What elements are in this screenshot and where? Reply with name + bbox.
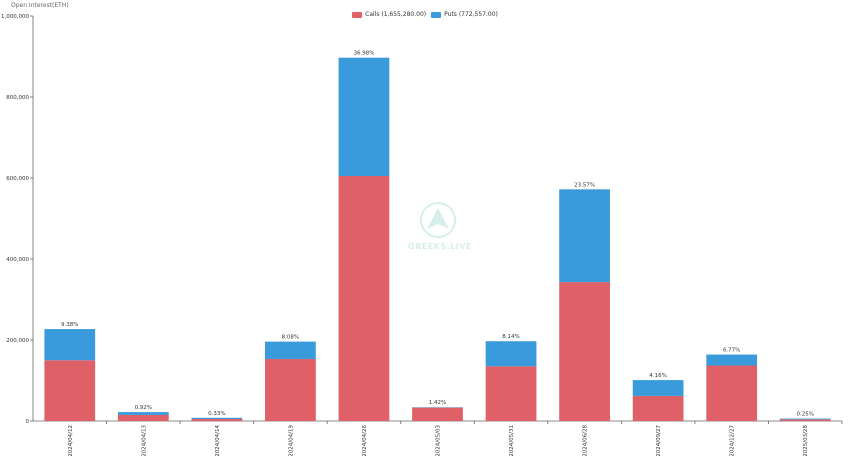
chart-title: Open Interest(ETH) — [11, 2, 69, 9]
x-tick-label: 2024/06/28 — [583, 425, 589, 456]
x-tick-label: 2024/12/27 — [730, 425, 736, 456]
legend-swatch-calls — [352, 11, 363, 18]
y-tick-label: 600,000 — [6, 176, 29, 182]
bar-calls — [485, 366, 537, 421]
bar-puts — [632, 380, 684, 396]
bar-puts — [779, 418, 831, 420]
watermark-logo-icon — [420, 202, 456, 238]
x-tick-label: 2024/04/12 — [68, 425, 74, 456]
bar-puts — [117, 412, 169, 415]
bar-puts — [559, 189, 610, 283]
legend-item-calls[interactable]: Calls (1,655,280.00) — [352, 11, 426, 18]
x-tick-label: 2024/09/27 — [656, 425, 662, 456]
data-label: 8.08% — [282, 335, 299, 341]
data-label: 8.14% — [502, 334, 519, 340]
x-tick-label: 2024/04/19 — [288, 425, 294, 456]
legend-label-calls: Calls (1,655,280.00) — [365, 11, 427, 18]
bar-calls — [117, 414, 169, 421]
legend-item-puts[interactable]: Puts (772,557.00) — [431, 11, 498, 18]
y-tick-label: 400,000 — [6, 257, 29, 263]
x-tick-label: 2024/05/31 — [509, 425, 515, 456]
bar-calls — [632, 395, 684, 421]
legend-swatch-puts — [431, 11, 442, 18]
bar-calls — [412, 407, 463, 421]
bar-calls — [779, 419, 831, 421]
bar-calls — [191, 418, 243, 421]
data-label: 6.77% — [723, 348, 740, 354]
data-label: 36.98% — [353, 51, 374, 57]
legend: Calls (1,655,280.00) Puts (772,557.00) — [0, 11, 850, 18]
x-tick-label: 2024/04/13 — [141, 425, 147, 456]
bar-calls — [44, 360, 96, 421]
data-label: 4.16% — [649, 373, 666, 379]
bar-puts — [44, 329, 96, 361]
bar-puts — [191, 417, 243, 419]
watermark: GREEKS.LIVE — [408, 200, 472, 251]
y-tick-label: 800,000 — [6, 95, 29, 101]
bar-calls — [265, 359, 316, 421]
data-label: 1.42% — [429, 400, 446, 406]
bar-calls — [706, 365, 758, 421]
y-tick-label: 0 — [26, 419, 30, 425]
bar-calls — [338, 175, 390, 421]
y-tick-label: 200,000 — [6, 338, 29, 344]
bar-puts — [265, 341, 316, 360]
data-label: 0.25% — [796, 412, 813, 418]
legend-label-puts: Puts (772,557.00) — [444, 11, 498, 18]
data-label: 23.57% — [574, 182, 595, 188]
bar-calls — [559, 282, 610, 421]
bar-puts — [485, 341, 537, 367]
data-label: 0.92% — [135, 405, 152, 411]
bar-puts — [338, 57, 390, 176]
data-label: 9.38% — [61, 322, 78, 328]
watermark-text: GREEKS.LIVE — [408, 242, 472, 251]
bar-puts — [706, 354, 758, 366]
x-tick-label: 2024/04/14 — [215, 425, 221, 456]
x-tick-label: 2025/03/28 — [803, 425, 809, 456]
data-label: 0.33% — [208, 411, 225, 417]
x-tick-label: 2024/04/26 — [362, 425, 368, 456]
x-tick-label: 2024/05/03 — [436, 425, 442, 456]
y-tick-label: 1,000,000 — [1, 14, 29, 20]
